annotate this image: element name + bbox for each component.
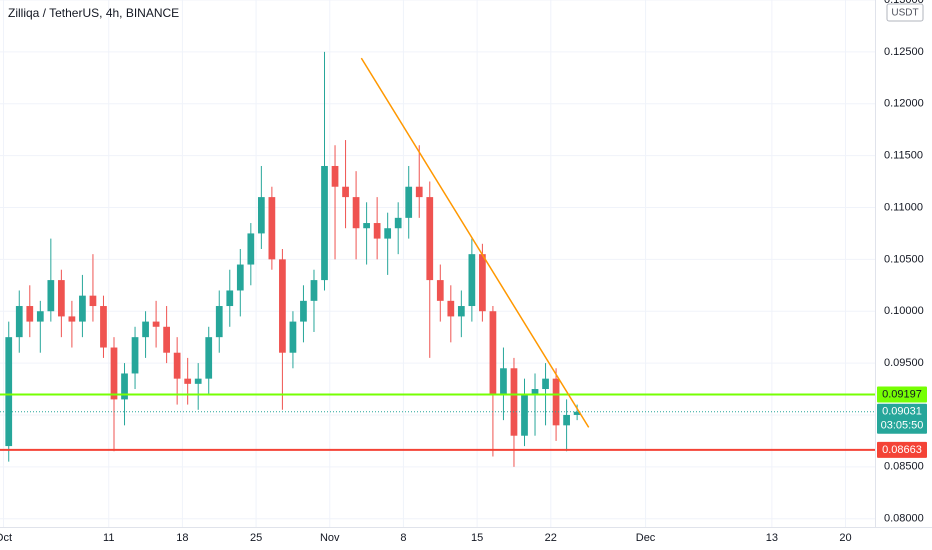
x-tick-label: 13 [766,532,778,544]
candle-body [531,389,539,395]
x-tick-label: 11 [103,532,114,544]
candle-body [552,378,560,426]
candle-body [500,368,507,395]
candle-body [173,352,181,379]
currency-box [886,3,924,22]
candle-body [436,280,444,301]
candle-body [47,280,55,312]
y-tick-label: 0.10000 [884,305,924,317]
y-tick-label: 0.08500 [884,461,924,473]
level-label: 0.09197 [882,388,922,400]
y-tick-label: 0.11500 [884,150,923,162]
candle-body [300,300,307,322]
candle-body [342,186,349,198]
candle-body [289,321,297,353]
y-tick-label: 0.13000 [884,0,924,6]
level-label-box [877,386,927,403]
candle-body [331,165,339,187]
countdown-label: 03:05:50 [881,420,924,432]
trend-line [360,57,590,428]
candle-body [184,378,192,384]
candle-body [79,295,86,322]
candle-body [521,394,528,436]
candle-body [100,306,107,348]
grid [0,0,875,527]
candle-body [215,306,223,338]
currency-label: USDT [891,8,918,19]
candle-body [36,311,44,322]
current-price-box [877,403,927,434]
candle-body [415,186,423,198]
candle-body [405,186,413,218]
candle-body [573,411,581,415]
candle-body [163,326,170,353]
candle-body [542,378,549,390]
candle-body [426,197,434,281]
current-price-label: 0.09031 [882,406,922,418]
candle-body [447,300,455,317]
y-tick-label: 0.12500 [884,46,924,58]
candle-body [26,306,34,322]
candle-body [457,306,465,317]
level-label: 0.08663 [882,444,922,456]
candle-body [152,321,160,327]
candle-body [110,347,118,400]
candle-body [194,378,202,384]
chart-title: Zilliqa / TetherUS, 4h, BINANCE [8,6,179,20]
candle-body [68,316,76,322]
x-tick-label: Dec [636,532,656,544]
x-tick-label: 8 [400,532,406,544]
candle-body [257,197,265,234]
candle-body [226,290,234,307]
candle-body [131,337,139,374]
candle-body [384,228,392,239]
candle-body [268,197,276,260]
candle-body [489,311,497,395]
candle-body [142,321,149,338]
x-tick-label: 15 [471,532,483,544]
x-tick-label: 22 [545,532,557,544]
candle-body [373,223,381,239]
candle-body [479,254,486,312]
x-tick-label: 20 [839,532,851,544]
candle-body [121,373,128,400]
candle-body [89,295,97,307]
candle-body [363,223,370,229]
x-tick-label: Oct [0,532,12,544]
candle-body [279,259,286,353]
candle-body [57,280,65,317]
candle-body [205,337,213,379]
candle-body [236,264,244,291]
x-tick-label: Nov [320,532,340,544]
candle-body [468,254,476,307]
candle-body [321,165,328,281]
y-tick-label: 0.08000 [884,513,924,525]
candle-body [247,233,255,265]
y-tick-label: 0.10500 [884,253,924,265]
y-tick-label: 0.12000 [884,98,924,110]
candle-body [563,414,570,426]
level-label-box [877,441,927,458]
candle-body [510,368,518,436]
x-tick-label: 25 [250,532,262,544]
x-tick-label: 18 [176,532,188,544]
candle-body [394,217,402,229]
candle-body [5,337,13,447]
candle-body [310,280,318,301]
plot [0,51,875,467]
y-tick-label: 0.11000 [884,201,923,213]
candle-body [352,197,360,229]
y-tick-label: 0.09500 [884,357,924,369]
candle-body [15,306,23,338]
